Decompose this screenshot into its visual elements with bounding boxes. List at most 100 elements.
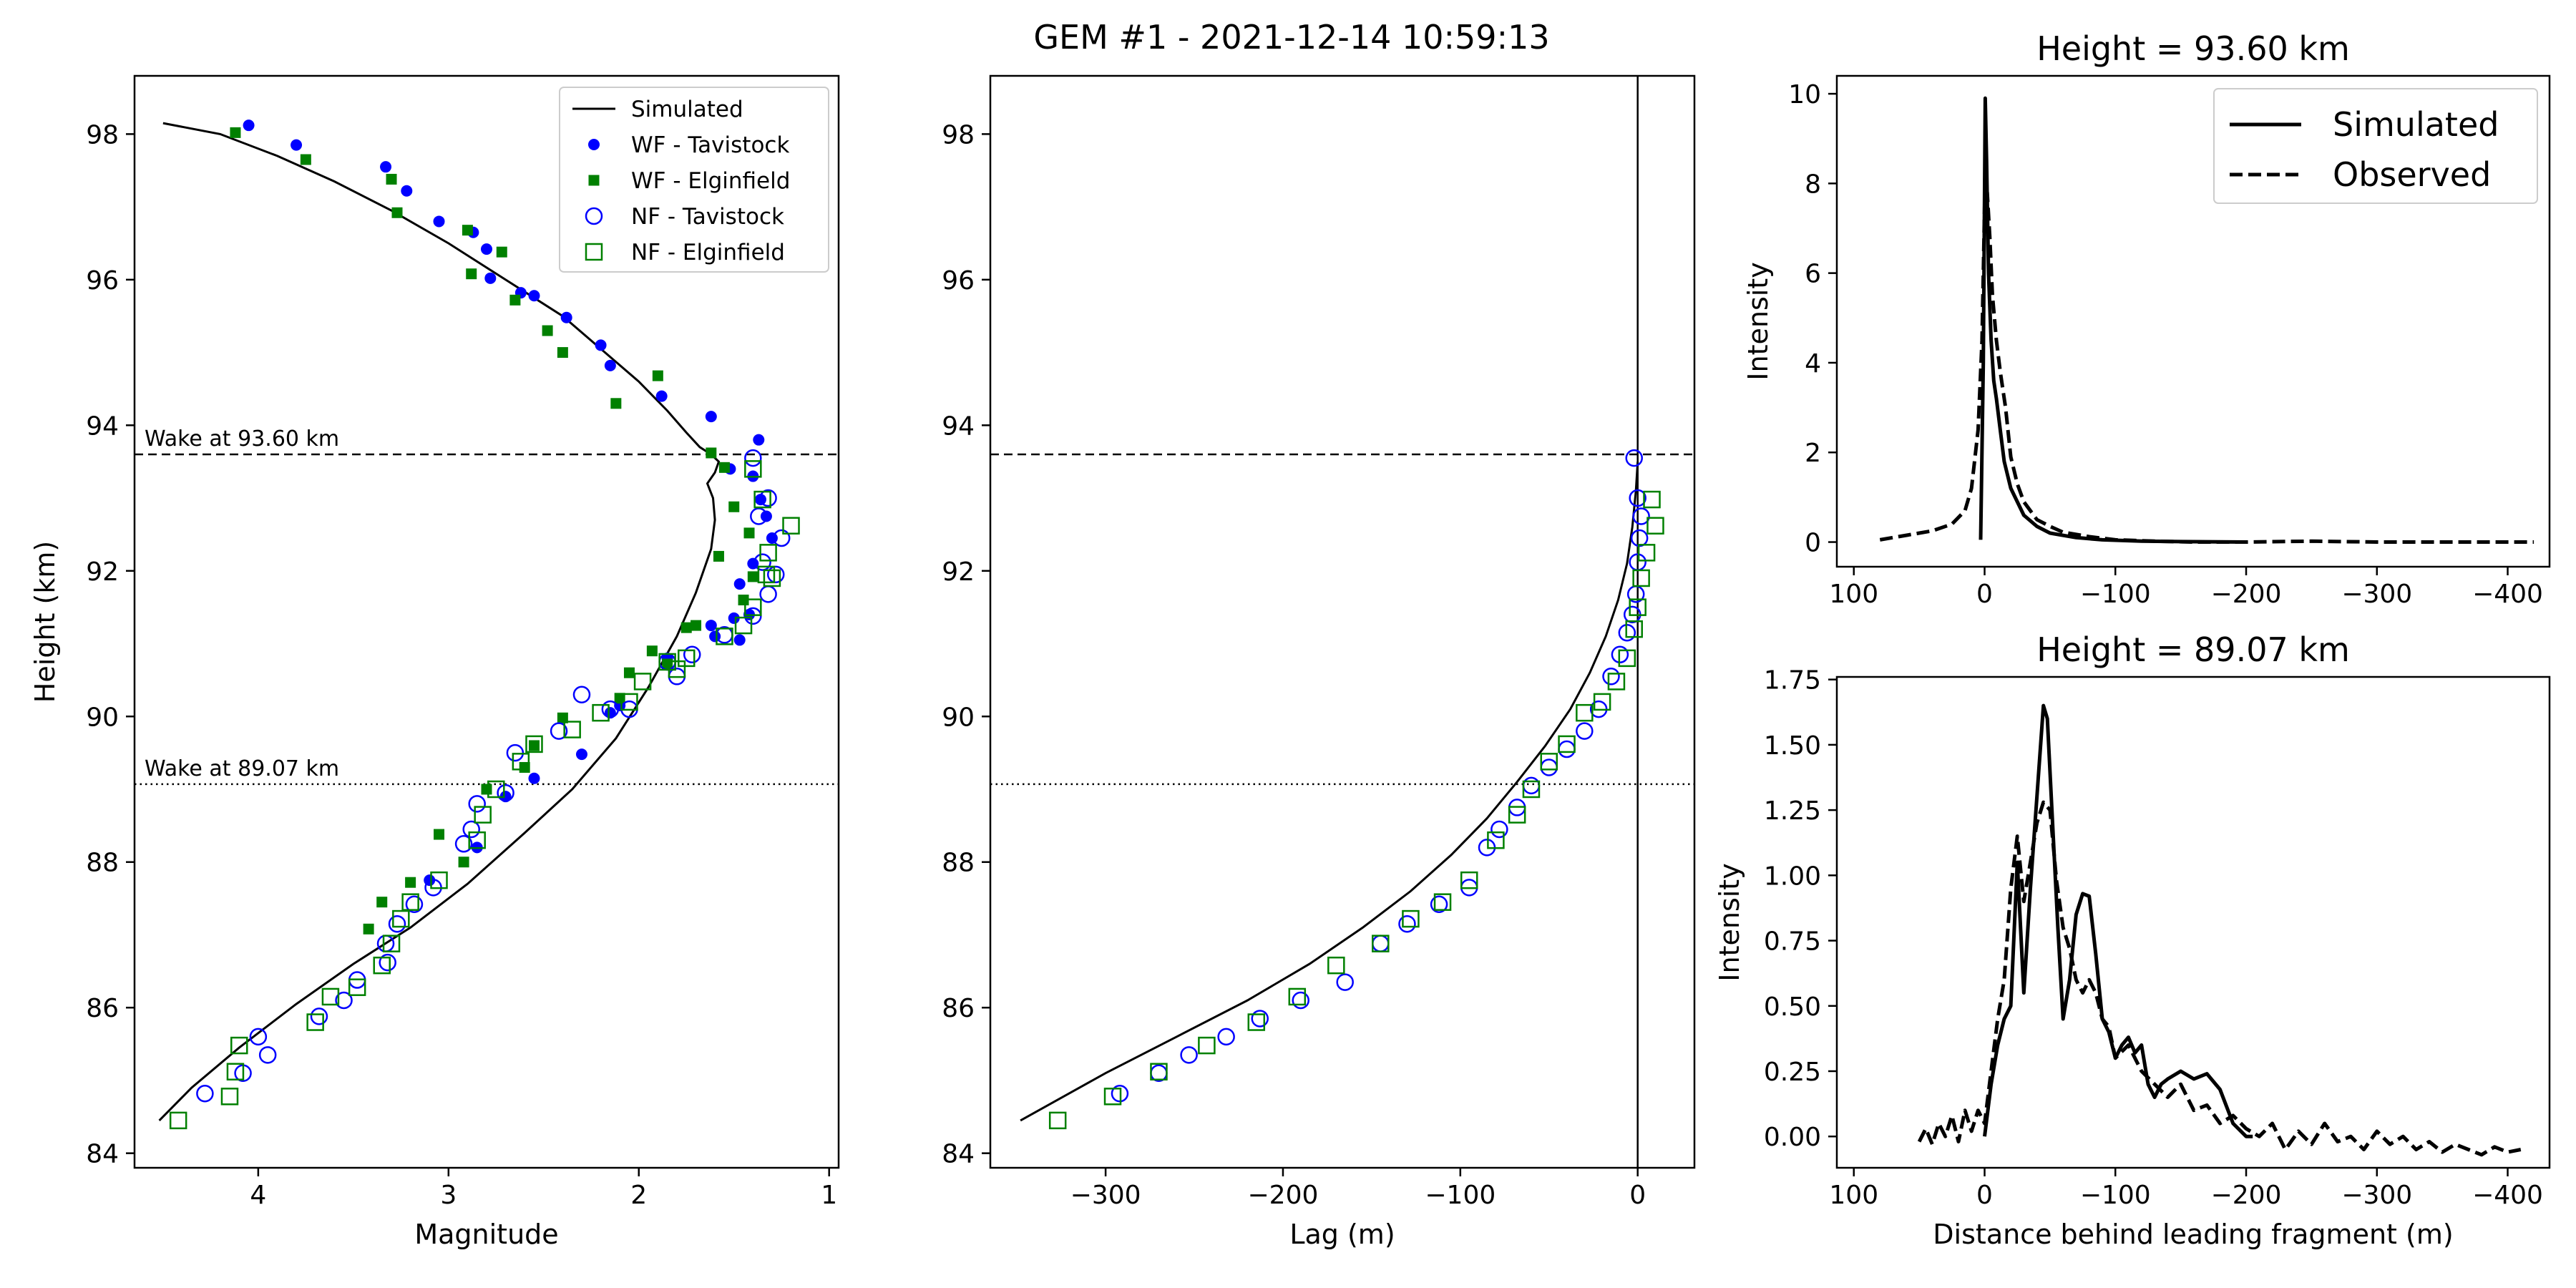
plot-area: Wake at 93.60 km Wake at 89.07 km: [135, 119, 839, 1130]
nf-elginfield-point: [382, 935, 401, 952]
wf-tavistock-point: [484, 272, 497, 284]
y-tick-label: 84: [86, 1140, 119, 1169]
nf-elginfield-point: [1198, 1036, 1216, 1055]
legend: Simulated Observed: [2213, 88, 2538, 204]
y-tick-label: 1.75: [1764, 666, 1821, 696]
nf-tavistock-point: [1336, 973, 1354, 991]
axes-frame: [1835, 74, 2551, 568]
nf-tavistock-point: [249, 1028, 268, 1046]
nf-elginfield-point: [1487, 831, 1505, 849]
wake-label: Wake at 89.07 km: [145, 756, 339, 781]
y-tick-label: 96: [86, 266, 119, 296]
wf-tavistock-point: [291, 139, 303, 151]
wf-elginfield-point: [718, 462, 730, 473]
y-tick-label: 88: [86, 849, 119, 878]
legend-label: WF - Tavistock: [631, 132, 789, 158]
legend-label: WF - Elginfield: [631, 168, 790, 194]
axes-frame: [1835, 675, 2551, 1169]
wf-elginfield-point: [481, 784, 492, 795]
lag-vs-height-panel: −300 −200 −100 0 84 86 88 90 92 94 96 98 Lag (m): [942, 74, 1696, 1250]
nf-tavistock-point: [258, 1046, 277, 1064]
legend-marker: [585, 243, 603, 261]
nf-elginfield-point: [1048, 1111, 1067, 1130]
nf-elginfield-point: [1460, 871, 1478, 889]
y-tick-label: 8: [1805, 170, 1821, 199]
wf-tavistock-point: [705, 620, 717, 632]
y-tick-label: 0.50: [1764, 992, 1821, 1022]
nf-elginfield-point: [226, 1063, 245, 1080]
y-tick-label: 1.50: [1764, 731, 1821, 761]
wf-elginfield-point: [462, 225, 473, 236]
nf-elginfield-point: [1327, 956, 1345, 975]
x-tick-label: 100: [1829, 580, 1878, 609]
nf-tavistock-point: [405, 895, 424, 913]
wf-elginfield-point: [542, 325, 553, 336]
y-tick-label: 98: [86, 120, 119, 150]
wf-elginfield-point: [738, 594, 749, 605]
wf-tavistock-point: [243, 119, 255, 132]
nf-elginfield-point: [633, 673, 652, 691]
nf-tavistock-point: [1217, 1028, 1235, 1046]
nf-tavistock-point: [1251, 1010, 1269, 1028]
nf-tavistock-point: [572, 686, 591, 703]
nf-tavistock-point: [379, 953, 396, 972]
y-tick-label: 0.25: [1764, 1058, 1821, 1087]
wf-elginfield-point: [386, 173, 397, 185]
axes-frame: [989, 74, 1696, 1169]
wf-tavistock-point: [753, 434, 765, 446]
y-axis-label: Height (km): [29, 541, 61, 703]
x-tick-label: −300: [2341, 580, 2412, 609]
wf-elginfield-point: [623, 667, 635, 678]
nf-elginfield-point: [230, 1036, 248, 1055]
nf-tavistock-point: [1576, 722, 1594, 740]
nf-elginfield-point: [1540, 753, 1558, 771]
nf-elginfield-point: [348, 978, 366, 996]
nf-tavistock-point: [753, 553, 771, 571]
nf-elginfield-point: [392, 909, 410, 928]
wf-tavistock-point: [604, 359, 616, 371]
nf-elginfield-point: [1637, 544, 1656, 562]
intensity-profile-93-60-panel: 100 0 −100 −200 −300 −400 0 2 4 6 8 10 Intensity Heig…: [1742, 29, 2551, 609]
nf-tavistock-point: [1430, 895, 1448, 913]
simulated-profile-line: [1979, 96, 2247, 544]
nf-elginfield-point: [512, 753, 530, 771]
x-tick-label: −400: [2472, 1181, 2543, 1210]
y-tick-label: 94: [86, 411, 119, 441]
nf-tavistock-point: [388, 914, 406, 933]
y-axis-label: Intensity: [1714, 863, 1745, 981]
nf-tavistock-point: [497, 784, 514, 802]
wf-elginfield-point: [466, 268, 477, 280]
nf-tavistock-point: [1150, 1064, 1168, 1082]
legend-marker: [588, 175, 600, 186]
nf-tavistock-point: [1292, 991, 1310, 1010]
wf-tavistock-point: [733, 634, 746, 646]
nf-elginfield-point: [373, 956, 391, 975]
nf-elginfield-point: [1433, 893, 1452, 911]
panel-title: Height = 93.60 km: [2036, 29, 2350, 68]
y-axis-label: Intensity: [1742, 262, 1774, 380]
nf-elginfield-point: [1618, 649, 1636, 668]
wf-elginfield-point: [391, 207, 403, 218]
wf-tavistock-point: [528, 772, 540, 784]
nf-elginfield-point: [1576, 703, 1594, 722]
x-tick-label: −200: [2211, 580, 2282, 609]
nf-elginfield-point: [1607, 673, 1626, 691]
x-tick-label: −100: [1425, 1181, 1496, 1210]
legend: Simulated WF - Tavistock WF - Elginfield NF…: [559, 87, 829, 273]
nf-elginfield-point: [169, 1111, 187, 1130]
legend-label: Observed: [2333, 155, 2491, 194]
x-tick-label: −200: [1248, 1181, 1319, 1210]
y-tick-label: 1.25: [1764, 796, 1821, 826]
nf-elginfield-point: [1558, 735, 1576, 753]
wf-tavistock-point: [733, 578, 746, 590]
wf-elginfield-point: [728, 501, 740, 512]
wf-elginfield-point: [509, 294, 521, 306]
nf-elginfield-point: [1646, 517, 1664, 535]
wf-elginfield-point: [691, 620, 702, 631]
nf-elginfield-point: [306, 1013, 324, 1031]
nf-elginfield-point: [734, 616, 753, 635]
observed-profile-line: [1879, 190, 2534, 544]
y-tick-label: 2: [1805, 439, 1821, 468]
wf-tavistock-point: [728, 612, 740, 624]
simulated-profile-line: [1983, 703, 2253, 1138]
